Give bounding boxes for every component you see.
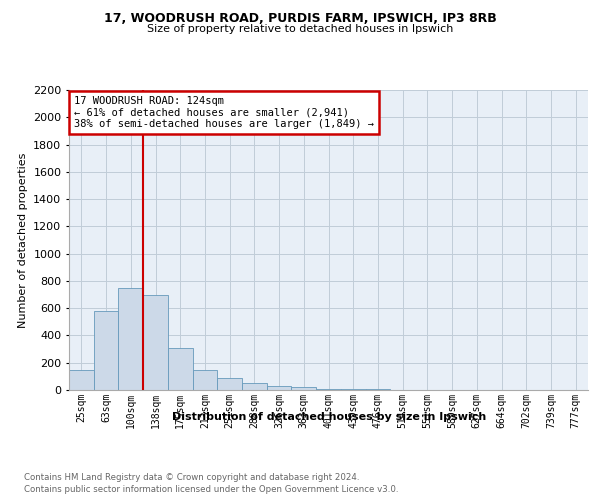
Bar bbox=[193, 370, 217, 390]
Bar bbox=[217, 378, 242, 390]
Text: Distribution of detached houses by size in Ipswich: Distribution of detached houses by size … bbox=[172, 412, 486, 422]
Text: 17 WOODRUSH ROAD: 124sqm
← 61% of detached houses are smaller (2,941)
38% of sem: 17 WOODRUSH ROAD: 124sqm ← 61% of detach… bbox=[74, 96, 374, 129]
Bar bbox=[94, 311, 118, 390]
Bar bbox=[118, 288, 143, 390]
Bar bbox=[267, 386, 292, 390]
Bar bbox=[168, 348, 193, 390]
Text: 17, WOODRUSH ROAD, PURDIS FARM, IPSWICH, IP3 8RB: 17, WOODRUSH ROAD, PURDIS FARM, IPSWICH,… bbox=[104, 12, 496, 26]
Bar bbox=[242, 382, 267, 390]
Bar bbox=[341, 389, 365, 390]
Bar bbox=[316, 388, 341, 390]
Bar bbox=[69, 370, 94, 390]
Bar bbox=[292, 388, 316, 390]
Bar bbox=[143, 294, 168, 390]
Text: Contains HM Land Registry data © Crown copyright and database right 2024.: Contains HM Land Registry data © Crown c… bbox=[24, 472, 359, 482]
Text: Size of property relative to detached houses in Ipswich: Size of property relative to detached ho… bbox=[147, 24, 453, 34]
Text: Contains public sector information licensed under the Open Government Licence v3: Contains public sector information licen… bbox=[24, 485, 398, 494]
Y-axis label: Number of detached properties: Number of detached properties bbox=[17, 152, 28, 328]
